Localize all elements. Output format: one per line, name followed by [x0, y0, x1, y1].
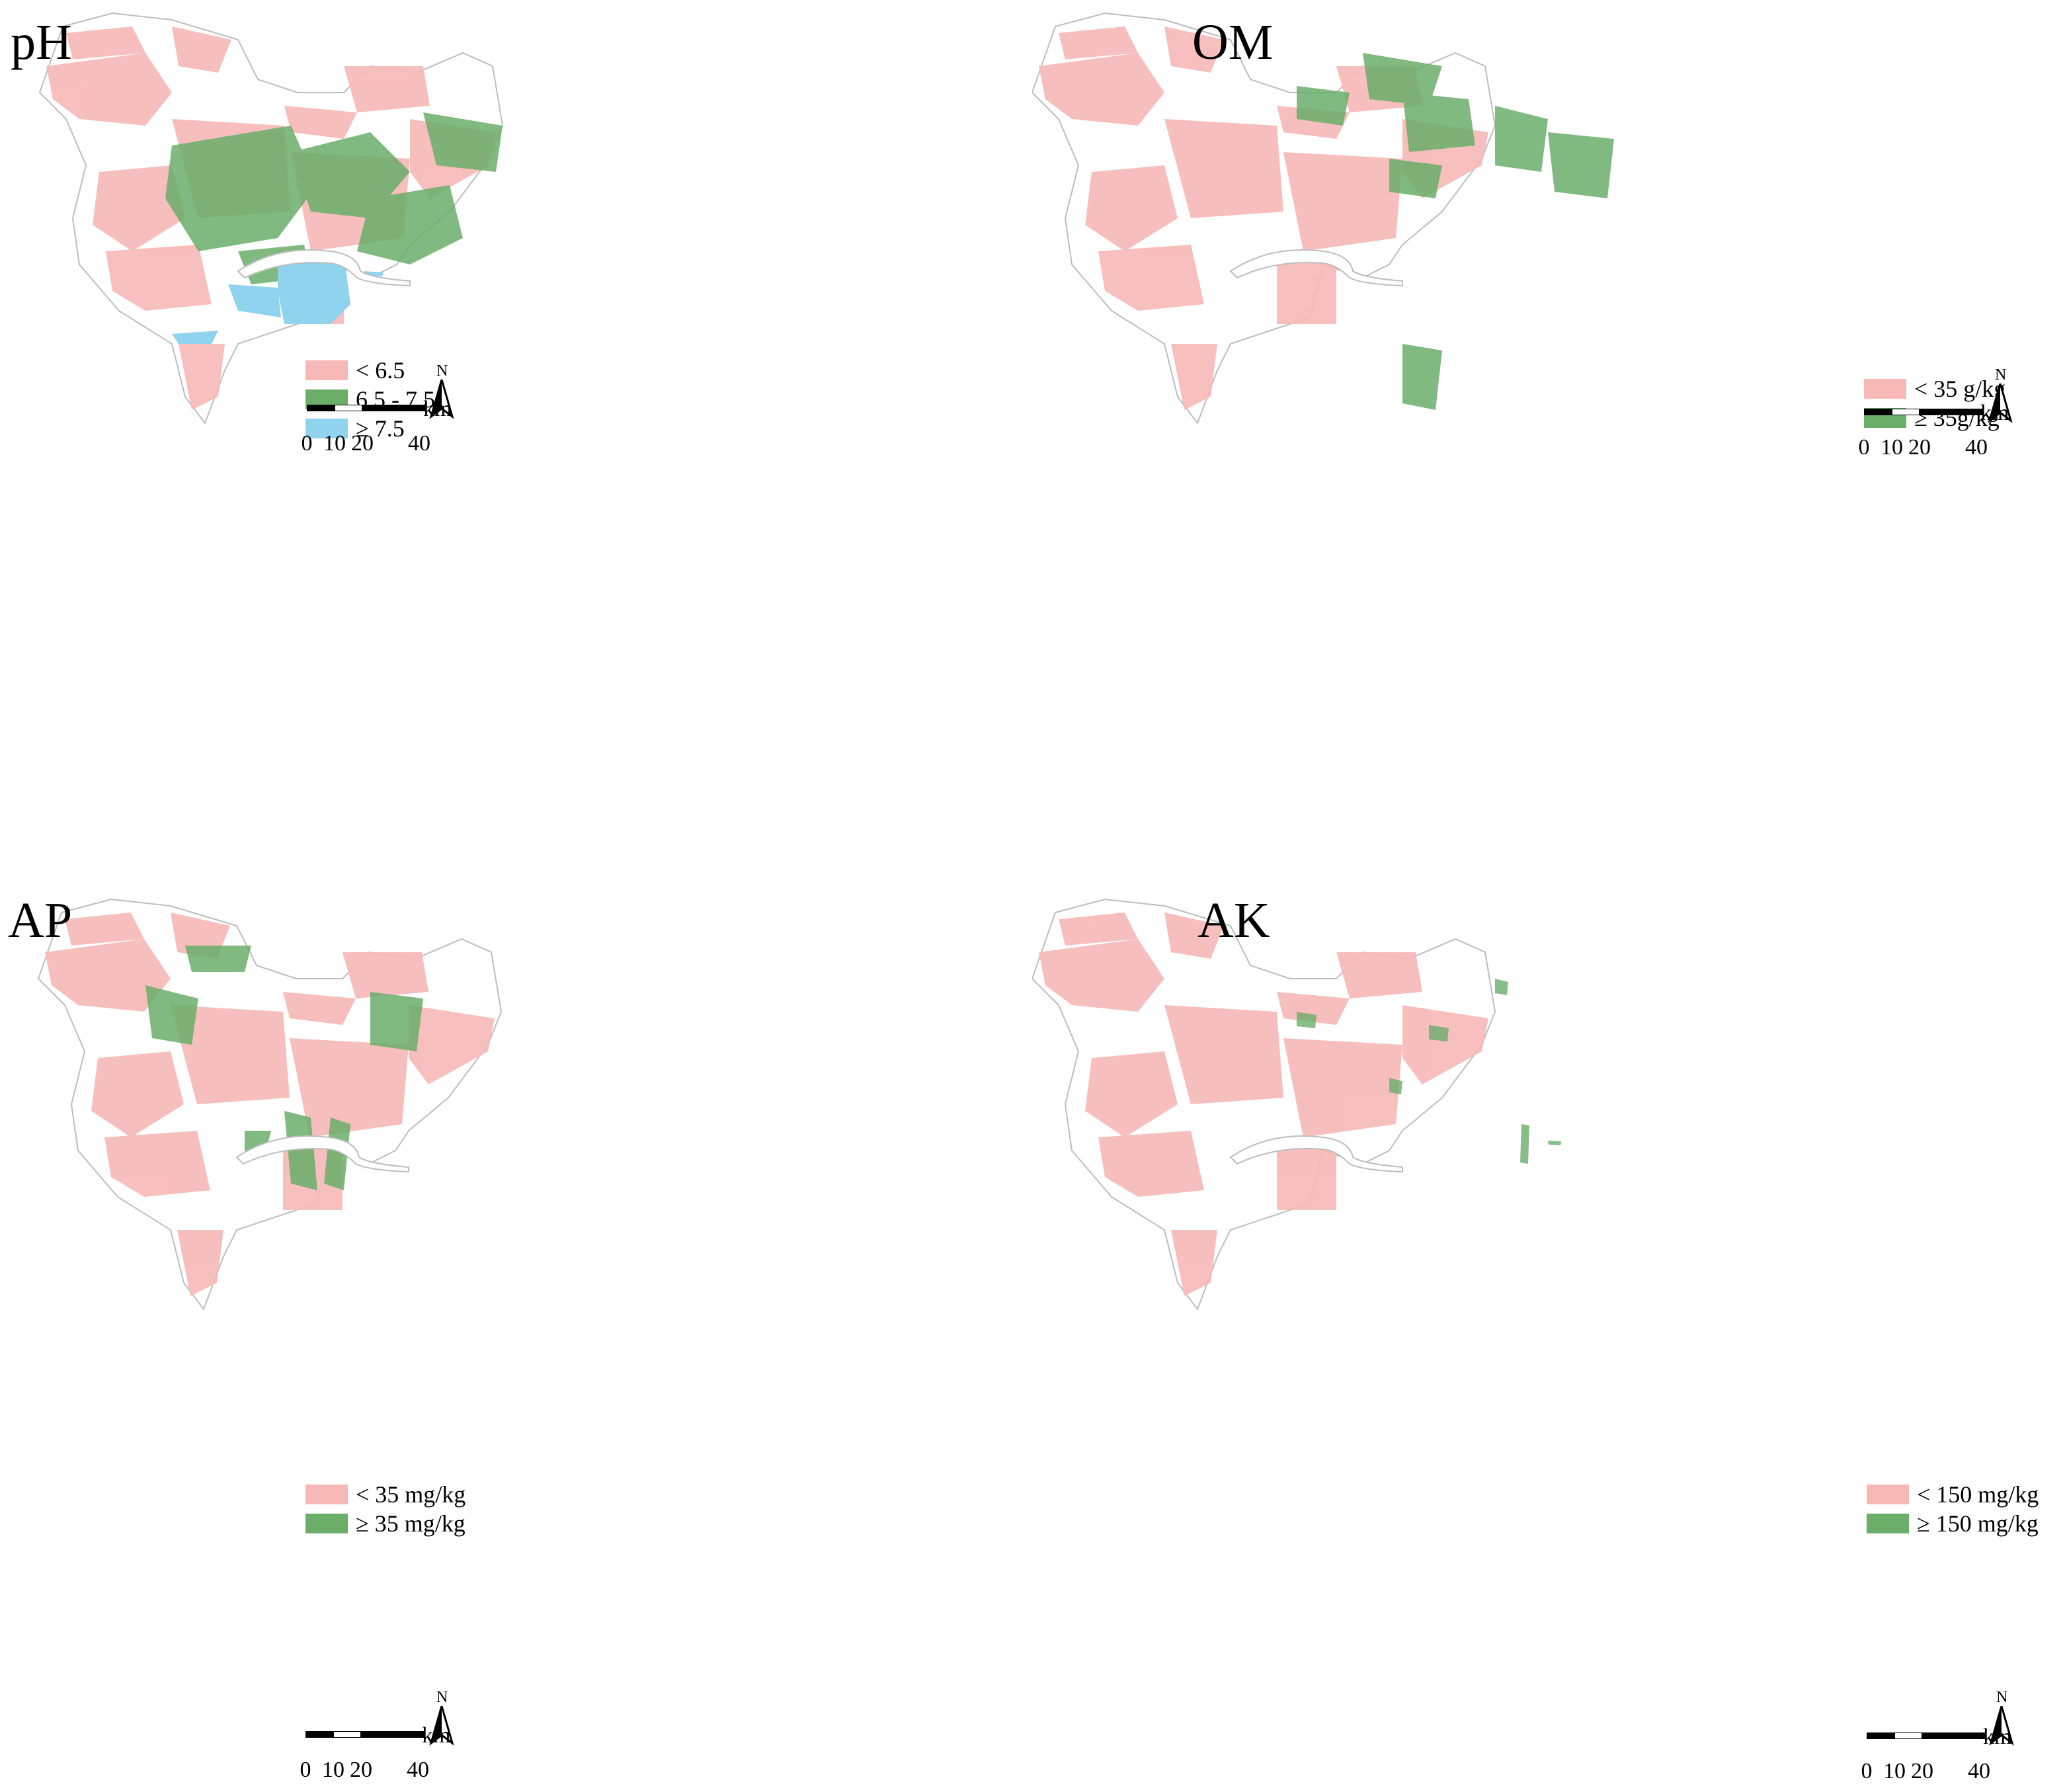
scale-bar-graphic — [1867, 1732, 1986, 1739]
legend: < 150 mg/kg ≥ 150 mg/kg — [1867, 1480, 2039, 1538]
legend-item: < 35 mg/kg — [305, 1480, 466, 1509]
map-ap — [38, 899, 502, 1310]
map-om — [1032, 13, 1614, 424]
class-mid-area — [165, 112, 503, 284]
scale-bar: km 0 10 20 40 — [300, 1723, 451, 1791]
legend: < 35 mg/kg ≥ 35 mg/kg — [305, 1480, 466, 1538]
map-panel-ap: AP < 35 mg/kg ≥ 35 mg/kg N km 0 10 20 40 — [0, 879, 1032, 1782]
class-high-area — [172, 255, 384, 344]
legend-label: < 6.5 — [356, 357, 405, 384]
legend-swatch — [305, 1514, 348, 1533]
scale-unit: km — [422, 1723, 451, 1748]
map-ph — [39, 13, 503, 424]
north-label: N — [1996, 1689, 2008, 1706]
legend-label: < 35 mg/kg — [356, 1481, 466, 1508]
north-arrow-icon: N — [428, 1689, 455, 1748]
scale-bar: km 0 10 20 40 — [302, 397, 452, 464]
legend-item: < 35 g/kg — [1864, 374, 2005, 403]
scale-tick: 40 — [1965, 435, 1988, 460]
scale-tick: 10 — [322, 1758, 344, 1782]
north-label: N — [1995, 366, 2007, 384]
scale-tick: 20 — [350, 1758, 372, 1782]
scale-unit: km — [1983, 1725, 2012, 1749]
map-panel-ak: AK < 150 mg/kg ≥ 150 mg/kg N km 0 10 20 … — [1032, 879, 2064, 1783]
legend-label: ≥ 150 mg/kg — [1917, 1510, 2039, 1537]
legend-label: < 35 g/kg — [1914, 376, 2006, 402]
panel-title: OM — [1192, 15, 1274, 70]
panel-title: AK — [1197, 893, 1270, 948]
legend-item: ≥ 7.5 — [305, 414, 435, 443]
north-label: N — [436, 362, 448, 380]
scale-tick: 40 — [407, 1758, 429, 1782]
scale-bar: km 0 10 20 40 — [1859, 401, 2009, 468]
class-high-area — [1297, 53, 1614, 410]
map-ak — [1032, 899, 1561, 1310]
legend-swatch — [305, 419, 348, 438]
legend-label: ≥ 7.5 — [356, 415, 405, 442]
scale-bar-graphic — [1864, 409, 1983, 415]
class-high-area — [145, 946, 423, 1190]
scale-tick: 10 — [1881, 435, 1903, 460]
legend-item: < 150 mg/kg — [1867, 1480, 2039, 1509]
north-arrow-icon: N — [1988, 1689, 2015, 1748]
legend-item: ≥ 150 mg/kg — [1867, 1509, 2039, 1538]
north-arrow-icon: N — [1987, 366, 2013, 426]
scale-tick: 0 — [1858, 435, 1870, 460]
legend-swatch — [305, 360, 348, 380]
legend-swatch — [1867, 1485, 1909, 1504]
legend-item: < 6.5 — [305, 356, 435, 385]
scale-tick: 20 — [1908, 435, 1931, 460]
legend-swatch — [1864, 379, 1906, 399]
legend-swatch — [305, 1485, 348, 1504]
scale-tick: 0 — [301, 431, 313, 456]
scale-tick: 0 — [1861, 1759, 1873, 1783]
scale-unit: km — [423, 397, 452, 421]
legend-label: ≥ 35 mg/kg — [356, 1510, 466, 1537]
scale-unit: km — [1980, 401, 2009, 425]
scale-bar: km 0 10 20 40 — [1861, 1725, 2012, 1792]
legend-label: < 150 mg/kg — [1917, 1481, 2039, 1508]
map-panel-om: OM < 35 g/kg ≥ 35g/kg N km 0 10 20 40 — [1032, 0, 2064, 879]
scale-bar-graphic — [307, 405, 426, 411]
scale-tick: 40 — [1968, 1759, 1990, 1783]
scale-tick: 20 — [1911, 1759, 1933, 1783]
north-label: N — [436, 1689, 448, 1706]
panel-title: AP — [8, 893, 73, 948]
map-panel-ph: pH < 6.5 6.5 - 7.5 ≥ 7.5 N km 0 10 20 40 — [0, 0, 1032, 879]
north-arrow-icon: N — [428, 362, 455, 422]
scale-tick: 40 — [408, 431, 430, 456]
scale-bar-graphic — [305, 1731, 425, 1738]
scale-tick: 10 — [323, 431, 346, 456]
legend-item: ≥ 35 mg/kg — [305, 1509, 466, 1538]
legend-swatch — [1867, 1514, 1909, 1533]
scale-tick: 10 — [1883, 1759, 1906, 1783]
scale-tick: 0 — [300, 1758, 311, 1782]
class-high-area — [1297, 979, 1561, 1164]
panel-title: pH — [11, 15, 72, 70]
scale-tick: 20 — [351, 431, 374, 456]
